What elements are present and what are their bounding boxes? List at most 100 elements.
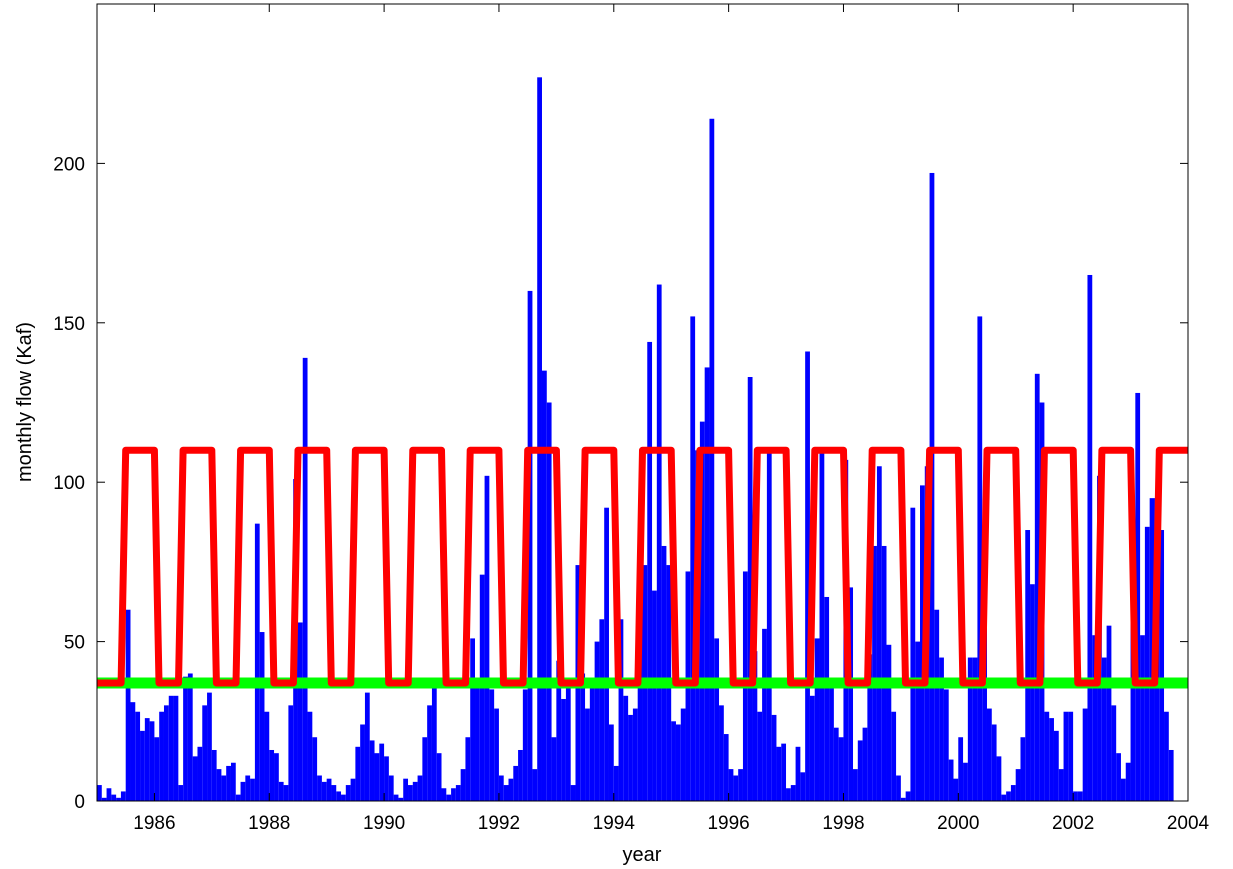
flow-bar (297, 622, 303, 801)
flow-bar (451, 788, 456, 801)
flow-bar (876, 466, 882, 801)
flow-bar (637, 609, 643, 801)
flow-bar (786, 788, 791, 801)
flow-bar (1159, 530, 1165, 801)
flow-bar (192, 756, 198, 801)
flow-bar (599, 619, 605, 801)
flow-bar (1111, 705, 1117, 801)
flow-bar (417, 775, 423, 801)
flow-bar (934, 609, 940, 801)
flow-bar (508, 778, 514, 801)
flow-bar (494, 708, 499, 801)
flow-bar (652, 590, 657, 801)
x-tick-label: 1992 (478, 813, 520, 834)
flow-bar (953, 778, 959, 801)
x-axis-label: year (623, 844, 662, 866)
seasonal-flow-line (97, 446, 1188, 687)
flow-bar (872, 545, 877, 801)
x-tick-label: 1996 (707, 813, 749, 834)
flow-bar (106, 788, 112, 801)
flow-bar (412, 781, 418, 801)
flow-bar (527, 290, 533, 801)
y-tick-label: 50 (64, 633, 85, 654)
flow-bar (1164, 711, 1169, 801)
flow-bar (910, 507, 916, 801)
flow-bar (154, 737, 160, 801)
flow-bar (1068, 711, 1074, 801)
flow-bar (259, 632, 265, 801)
flow-bar (757, 711, 763, 801)
flow-bar (862, 727, 868, 801)
flow-bar (982, 587, 987, 801)
flow-bar (427, 705, 432, 801)
flow-bar (341, 794, 346, 801)
flow-bar (580, 673, 586, 801)
flow-bar (116, 797, 121, 801)
flow-bar (647, 341, 653, 801)
flow-bar (408, 785, 413, 801)
flow-bar (278, 781, 284, 801)
flow-bar (465, 737, 471, 801)
flow-bar (805, 351, 810, 801)
flow-bar (484, 475, 490, 801)
flow-bar (986, 708, 992, 801)
flow-bar (269, 749, 275, 801)
flow-bar (1082, 708, 1088, 801)
flow-bar (384, 756, 389, 801)
flow-bar (1101, 657, 1107, 801)
flow-bar (111, 794, 117, 801)
y-tick-label: 200 (53, 154, 85, 175)
x-tick-label: 1994 (593, 813, 636, 834)
flow-bar (719, 705, 724, 801)
flow-bar (991, 724, 997, 801)
flow-bar (240, 781, 246, 801)
flow-bar (518, 749, 523, 801)
flow-bar (1025, 530, 1031, 801)
x-tick-label: 1988 (248, 813, 290, 834)
flow-bar (140, 730, 145, 801)
flow-bar (618, 619, 624, 801)
flow-bar (857, 740, 863, 801)
flow-bar (149, 721, 155, 801)
flow-bar (274, 753, 279, 801)
flow-bar (809, 695, 815, 801)
flow-bar (374, 753, 380, 801)
x-tick-label: 1998 (822, 813, 864, 834)
flow-bar (345, 785, 351, 801)
flow-bar (97, 785, 102, 801)
flow-bar (470, 638, 475, 801)
x-tick-label: 2004 (1167, 813, 1210, 834)
y-axis-label: monthly flow (Kaf) (14, 322, 36, 482)
flow-bar (589, 686, 595, 801)
flow-bar (1087, 274, 1093, 802)
flow-bar (350, 778, 356, 801)
plot-frame (96, 3, 1189, 802)
flow-bar (790, 785, 796, 801)
flow-bar (886, 644, 892, 801)
flow-bar (733, 775, 739, 801)
flow-bar (814, 638, 820, 801)
flow-bar (967, 657, 973, 801)
flow-bar (264, 711, 270, 801)
flow-bar (781, 743, 787, 801)
flow-bar (135, 711, 141, 801)
flow-bar (1030, 584, 1035, 801)
flow-bar (178, 785, 184, 801)
flow-bar (168, 695, 174, 801)
flow-bar (972, 657, 978, 801)
flow-bar (211, 749, 217, 801)
flow-bar (900, 797, 906, 801)
flow-bar (1125, 762, 1131, 801)
flow-bar (819, 450, 825, 801)
flow-bar (661, 545, 667, 801)
flow-bar (532, 769, 538, 801)
y-tick-label: 0 (74, 792, 85, 813)
flow-bar (460, 769, 466, 801)
flow-bar (1116, 753, 1121, 801)
flow-bar (709, 118, 715, 801)
flow-bar (690, 316, 696, 801)
flow-bar (551, 737, 557, 801)
flow-bar (771, 714, 777, 801)
flow-bar (326, 778, 332, 801)
